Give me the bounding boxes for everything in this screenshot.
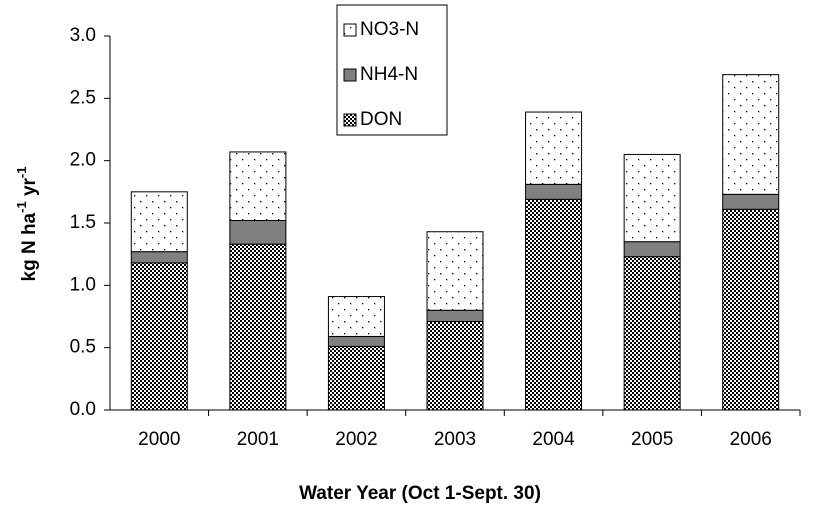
x-tick-label: 2006 xyxy=(730,429,772,450)
y-axis-label-superscript: -1 xyxy=(14,167,29,179)
bar-segment xyxy=(130,251,188,264)
bar-segment xyxy=(722,74,780,195)
legend-label: DON xyxy=(360,109,402,130)
bar-segment xyxy=(229,151,287,222)
y-tick-label: 2.5 xyxy=(70,87,96,108)
legend-swatch xyxy=(343,23,357,37)
x-tick-label: 2005 xyxy=(631,429,673,450)
bar-segment xyxy=(130,262,188,411)
y-tick-label: 2.0 xyxy=(70,150,96,171)
bar-segment xyxy=(525,111,583,185)
bar-segment xyxy=(229,220,287,245)
y-axis-label-part: kg N ha xyxy=(19,212,40,281)
y-axis-label-superscript: -1 xyxy=(14,201,29,213)
y-tick-label: 3.0 xyxy=(70,25,96,46)
bar-segment xyxy=(327,335,385,347)
bar-segment xyxy=(327,296,385,337)
bar-segment xyxy=(525,198,583,411)
legend-swatch xyxy=(343,68,357,82)
x-tick-label: 2001 xyxy=(237,429,279,450)
bar-segment xyxy=(722,193,780,210)
bar-segment xyxy=(229,243,287,411)
bar-segment xyxy=(623,256,681,411)
y-axis-label-part: yr xyxy=(19,177,40,201)
bar-segment xyxy=(722,208,780,411)
x-tick-label: 2002 xyxy=(335,429,377,450)
bar-segment xyxy=(426,320,484,411)
legend-label: NH4-N xyxy=(360,64,418,85)
bar-segment xyxy=(623,241,681,258)
legend-label: NO3-N xyxy=(360,19,419,40)
y-tick-label: 1.0 xyxy=(70,274,96,295)
bar-segment xyxy=(426,231,484,311)
bar-segment xyxy=(130,191,188,253)
y-tick-label: 0.0 xyxy=(70,399,96,420)
y-tick-label: 1.5 xyxy=(70,212,96,233)
x-tick-label: 2004 xyxy=(532,429,575,450)
legend-swatch xyxy=(343,113,357,127)
bar-segment xyxy=(327,345,385,411)
bar-segment xyxy=(525,183,583,200)
bar-segment xyxy=(623,153,681,243)
bar-segment xyxy=(426,309,484,322)
y-axis-label: kg N ha-1 yr-1 xyxy=(14,167,40,282)
x-axis-label: Water Year (Oct 1-Sept. 30) xyxy=(299,483,541,504)
y-tick-label: 0.5 xyxy=(70,337,96,358)
x-tick-label: 2003 xyxy=(434,429,476,450)
x-tick-label: 2000 xyxy=(138,429,180,450)
